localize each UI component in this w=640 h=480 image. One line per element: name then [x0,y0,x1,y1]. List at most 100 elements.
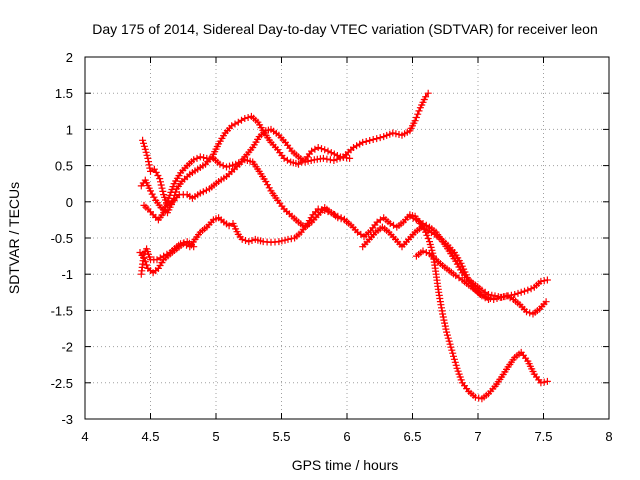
y-axis-tick-labels: 2 1.5 1 0.5 0 -0.5 -1 -1.5 -2 -2.5 -3 [51,50,73,427]
x-axis-tick-labels: 4 4.5 5 5.5 6 6.5 7 7.5 8 [81,429,612,444]
data-point-marker [330,157,338,164]
data-point-marker [171,191,179,199]
data-point-marker [147,187,154,195]
data-point-marker [362,138,370,145]
data-point-marker [450,355,458,363]
y-tick-label-0: 2 [66,50,73,65]
data-point-marker [543,276,551,284]
y-tick-label-7: -1.5 [51,303,73,318]
series-satellite-track-2 [140,153,551,403]
data-point-marker [440,316,448,324]
data-point-marker [424,235,432,242]
data-point-marker [140,142,148,150]
data-point-marker [244,114,252,121]
data-point-marker [232,160,240,168]
series-satellite-track-4 [137,238,198,278]
data-point-marker [226,162,233,170]
data-series [136,89,551,403]
data-point-marker [415,107,423,115]
y-axis-label: SDTVAR / TECUs [6,182,22,294]
data-point-marker [330,150,338,158]
series-trace-2 [143,156,548,400]
chart-title: Day 175 of 2014, Sidereal Day-to-day VTE… [92,21,598,37]
data-point-marker [491,292,499,300]
y-tick-label-3: 0.5 [55,159,73,174]
data-point-marker [196,153,204,161]
data-point-marker [141,145,149,153]
data-point-marker [471,393,479,401]
data-point-marker [507,291,515,299]
data-point-marker [537,277,545,285]
data-point-marker [366,137,374,144]
x-tick-label-2: 5 [212,429,219,444]
data-point-marker [386,130,394,138]
data-point-marker [540,378,548,386]
data-point-marker [223,163,230,171]
series-satellite-track-7 [406,212,551,301]
data-point-marker [139,136,147,144]
data-point-marker [319,154,327,162]
data-point-marker [494,293,502,301]
data-point-marker [389,129,397,137]
data-point-marker [143,151,151,159]
data-point-marker [146,164,154,172]
data-point-marker [376,134,384,142]
data-point-marker [200,154,208,162]
data-point-marker [327,149,335,157]
data-point-marker [448,346,456,354]
plot-area-border [84,56,610,420]
data-point-marker [383,131,391,139]
data-point-marker [443,331,451,339]
data-point-marker [373,135,381,143]
data-point-marker [449,349,457,357]
data-point-marker [229,161,237,169]
data-point-marker [445,337,453,345]
data-point-marker [245,238,253,246]
series-satellite-track-8 [412,247,492,303]
data-point-marker [521,287,528,295]
data-point-marker [501,293,509,301]
data-point-marker [304,157,312,165]
data-point-marker [444,334,452,342]
data-point-marker [540,277,548,285]
data-point-marker [422,249,430,256]
data-point-marker [392,130,400,138]
data-point-marker [264,181,271,189]
x-tick-label-6: 7 [474,429,481,444]
x-tick-label-8: 8 [605,429,612,444]
data-point-marker [450,352,457,360]
x-tick-label-3: 5.5 [272,429,290,444]
data-point-marker [523,308,530,316]
data-point-marker [353,142,361,150]
data-point-marker [157,181,165,189]
data-point-marker [177,240,185,248]
data-point-marker [248,237,256,244]
data-point-marker [527,285,535,293]
data-point-marker [199,188,207,196]
data-point-marker [380,133,388,141]
y-tick-label-4: 0 [66,195,73,210]
data-point-marker [488,291,496,299]
data-point-marker [447,343,455,351]
data-point-marker [334,212,342,220]
data-point-marker [326,156,334,164]
data-point-marker [156,175,164,183]
data-point-marker [152,168,160,176]
data-point-marker [514,289,522,297]
data-point-marker [524,286,532,294]
data-point-marker [169,198,177,206]
data-point-marker [158,184,166,192]
data-point-marker [321,146,329,154]
data-point-marker [412,114,420,121]
data-point-marker [346,154,354,162]
data-point-marker [369,136,377,143]
data-point-marker [172,188,180,196]
data-point-marker [238,235,246,243]
data-point-marker [238,157,246,165]
data-point-marker [542,298,550,306]
x-tick-label-4: 6 [343,429,350,444]
y-tick-label-8: -2 [61,340,73,355]
x-axis-label: GPS time / hours [292,457,399,473]
series-satellite-track-1 [139,89,432,209]
data-point-marker [170,195,178,202]
